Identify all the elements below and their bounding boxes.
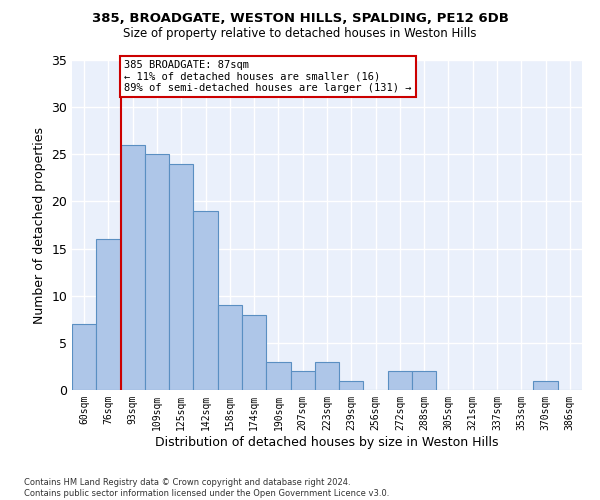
Text: Size of property relative to detached houses in Weston Hills: Size of property relative to detached ho… [123, 28, 477, 40]
Bar [121, 145, 145, 390]
Y-axis label: Number of detached properties: Number of detached properties [33, 126, 46, 324]
Text: 385, BROADGATE, WESTON HILLS, SPALDING, PE12 6DB: 385, BROADGATE, WESTON HILLS, SPALDING, … [92, 12, 508, 26]
Bar [339, 380, 364, 390]
Text: 385 BROADGATE: 87sqm
← 11% of detached houses are smaller (16)
89% of semi-detac: 385 BROADGATE: 87sqm ← 11% of detached h… [124, 60, 412, 93]
Bar [193, 211, 218, 390]
Bar [218, 305, 242, 390]
X-axis label: Distribution of detached houses by size in Weston Hills: Distribution of detached houses by size … [155, 436, 499, 448]
Bar [388, 371, 412, 390]
Bar [242, 314, 266, 390]
Bar [533, 380, 558, 390]
Bar [412, 371, 436, 390]
Bar [315, 362, 339, 390]
Bar [169, 164, 193, 390]
Bar [290, 371, 315, 390]
Bar [72, 324, 96, 390]
Bar [145, 154, 169, 390]
Bar [96, 239, 121, 390]
Text: Contains HM Land Registry data © Crown copyright and database right 2024.
Contai: Contains HM Land Registry data © Crown c… [24, 478, 389, 498]
Bar [266, 362, 290, 390]
